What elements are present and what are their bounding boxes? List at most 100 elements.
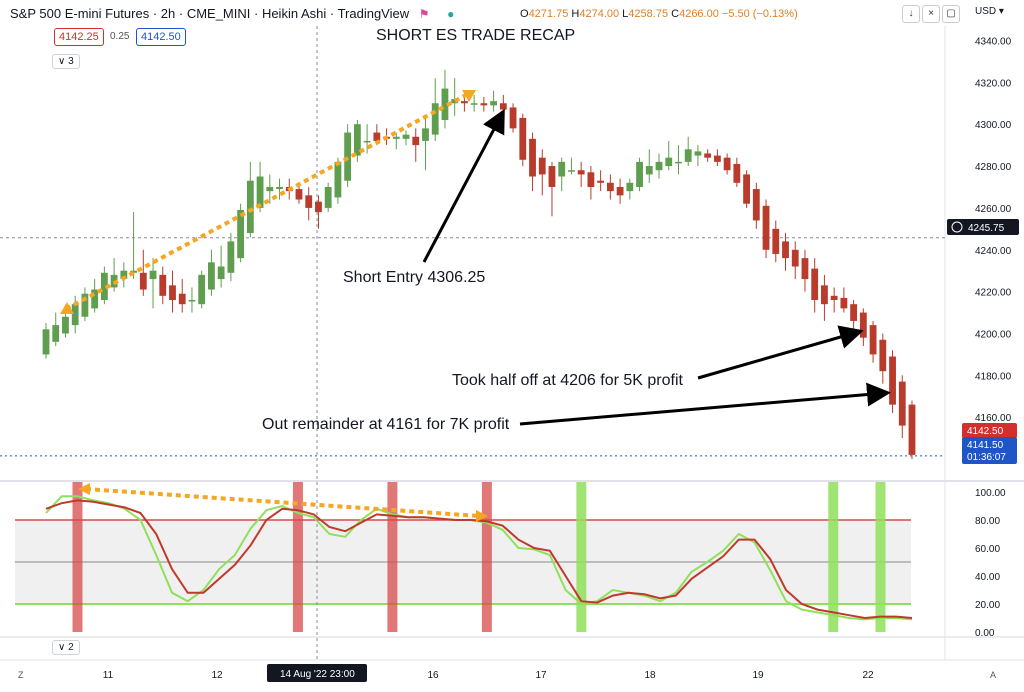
symbol-name[interactable]: S&P 500 E-mini Futures [10,6,150,21]
low-value: 4258.75 [628,8,669,20]
oscillator-arrow-end [476,510,488,522]
candle-body [782,241,789,259]
candle-body [655,161,663,171]
oscillator-tick-label: 60.00 [975,544,1000,555]
candle-body [344,132,352,181]
candle-body [752,189,760,221]
time-axis[interactable]: 11 12 16 17 18 19 22 [103,670,874,681]
candle-body [71,304,79,326]
candle-body [636,161,643,187]
price-axis[interactable]: 4340.00 4320.00 4300.00 4280.00 4260.00 4240.… [975,36,1012,424]
candle-body [91,289,99,309]
oscillator-highlights [72,482,886,632]
candle-body [198,274,206,305]
move-down-icon[interactable]: ↓ [902,5,920,23]
candle-body [169,285,176,300]
oscillator-lines [45,495,913,621]
candle-body [451,99,459,104]
price-tick-label: 4180.00 [975,371,1012,382]
time-tick-label: 12 [211,670,223,681]
price-tick-label: 4340.00 [975,36,1012,47]
chart-style-label[interactable]: Heikin Ashi [261,6,327,21]
price-tick-label: 4280.00 [975,162,1012,173]
candle-body [62,316,69,334]
high-value: 4274.00 [579,8,620,20]
candle-body [733,163,741,183]
oversold-highlight-bar [576,482,587,632]
symbol-header[interactable]: S&P 500 E-mini Futures · 2h · CME_MINI ·… [10,6,455,21]
zoom-left-button[interactable]: Z [18,670,24,680]
candle-body [684,149,692,162]
currency-selector[interactable]: USD ▾ [975,6,1004,17]
candle-body [499,103,507,110]
interval-label[interactable]: 2h [160,6,176,21]
collapse-pane-icon[interactable]: × [922,5,940,23]
entry-label: Short Entry 4306.25 [343,269,485,286]
time-tick-label: 19 [752,670,764,681]
candle-body [130,270,137,273]
candle-body [392,136,400,139]
candle-body [811,268,819,300]
svg-text:4142.50: 4142.50 [967,426,1004,437]
last-price-badge: 4142.50 [962,423,1017,438]
candles [42,69,916,460]
oscillator-dashed-arrow [85,487,481,518]
candle-body [713,155,721,162]
candle-body [246,180,254,234]
candle-body [363,140,371,143]
candle-body [256,176,264,208]
candle-body [568,170,575,172]
spread-value: 0.25 [110,31,130,42]
buy-button[interactable]: 4142.50 [136,28,186,46]
candle-body [402,134,410,139]
alert-icon[interactable]: ⚑ [418,7,430,21]
oscillator-tick-label: 0.00 [975,628,995,639]
candle-body [217,266,225,280]
candle-body [859,312,867,338]
candle-body [548,166,556,187]
svg-text:4245.75: 4245.75 [968,223,1005,234]
candle-body [422,128,429,141]
candle-body [723,157,731,171]
sell-button[interactable]: 4142.25 [54,28,104,46]
candle-body [412,136,420,146]
price-tick-label: 4240.00 [975,246,1012,257]
time-tick-label: 22 [862,670,874,681]
candle-body [490,101,498,106]
candle-body [801,258,809,280]
time-tick-label: 17 [535,670,547,681]
candle-body [324,186,332,208]
close-value: 4266.00 [679,8,719,20]
price-tick-label: 4220.00 [975,288,1012,299]
bid-price-badge: 4141.50 01:36:07 [962,437,1017,464]
candle-body [762,205,770,250]
overbought-highlight-bar [72,482,83,632]
collapse-indicators-main[interactable]: ∨ 3 [52,54,80,69]
ohlc-readout: O4271.75 H4274.00 L4258.75 C4266.00 −5.5… [520,8,798,20]
collapse-indicators-oscillator[interactable]: ∨ 2 [52,640,80,655]
candle-body [149,270,157,280]
maximize-pane-icon[interactable]: ▢ [942,5,960,23]
candle-body [821,285,828,305]
candle-body [305,195,313,208]
candle-body [81,293,89,317]
overbought-highlight-bar [387,482,398,632]
oversold-highlight-bar [875,482,886,632]
candle-body [295,189,303,200]
candle-body [227,241,235,273]
candle-body [704,153,712,158]
candle-body [266,186,274,192]
candle-body [791,249,799,267]
auto-scale-button[interactable]: A [990,670,996,680]
crosshair-price-badge: 4245.75 [947,219,1019,235]
uptrend-dashed-arrow [65,93,467,311]
candle-body [441,88,449,120]
stochastic-d-line [45,499,913,620]
candle-body [830,295,838,300]
half-off-arrow [697,325,864,380]
oscillator-tick-label: 20.00 [975,600,1000,611]
candle-body [431,103,439,135]
candle-body [665,157,673,167]
overbought-highlight-bar [481,482,492,632]
oscillator-axis[interactable]: 100.00 80.00 60.00 40.00 20.00 0.00 [975,488,1006,639]
